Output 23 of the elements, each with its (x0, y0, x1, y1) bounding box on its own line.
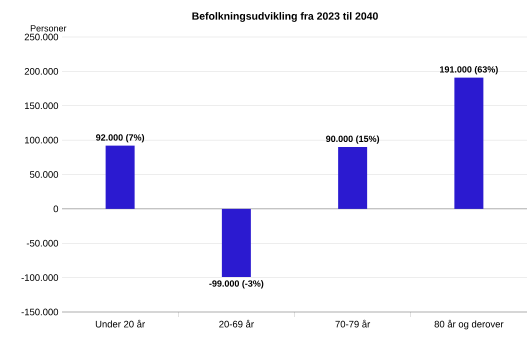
x-tick-label: 80 år og derover (434, 320, 504, 330)
y-tick-label: -50.000 (26, 240, 58, 247)
data-label: -99.000 (-3%) (209, 280, 264, 288)
y-tick-label: 100.000 (24, 136, 58, 144)
bar (338, 147, 368, 209)
data-label: 90.000 (15%) (326, 135, 380, 144)
y-tick-label: 150.000 (24, 102, 58, 110)
y-tick-label: -150.000 (22, 308, 58, 316)
bar (454, 78, 484, 209)
x-tick-label: 20-69 år (219, 320, 254, 328)
y-tick-label: 50.000 (30, 171, 58, 178)
y-tick-label: -100.000 (22, 274, 58, 281)
data-label: 92.000 (7%) (96, 134, 144, 142)
y-axis-title: Personer (30, 25, 66, 32)
y-tick-label: 250.000 (24, 34, 58, 40)
y-tick-label: 200.000 (24, 68, 58, 75)
data-label: 191.000 (63%) (440, 66, 498, 74)
x-tick-label: 70-79 år (335, 320, 370, 328)
x-tick-label: Under 20 år (96, 320, 145, 328)
y-tick-label: 0 (54, 206, 58, 212)
bar (106, 146, 135, 209)
chart-title: Befolkningsudvikling fra 2023 til 2040 (192, 12, 378, 22)
bar (222, 208, 251, 277)
